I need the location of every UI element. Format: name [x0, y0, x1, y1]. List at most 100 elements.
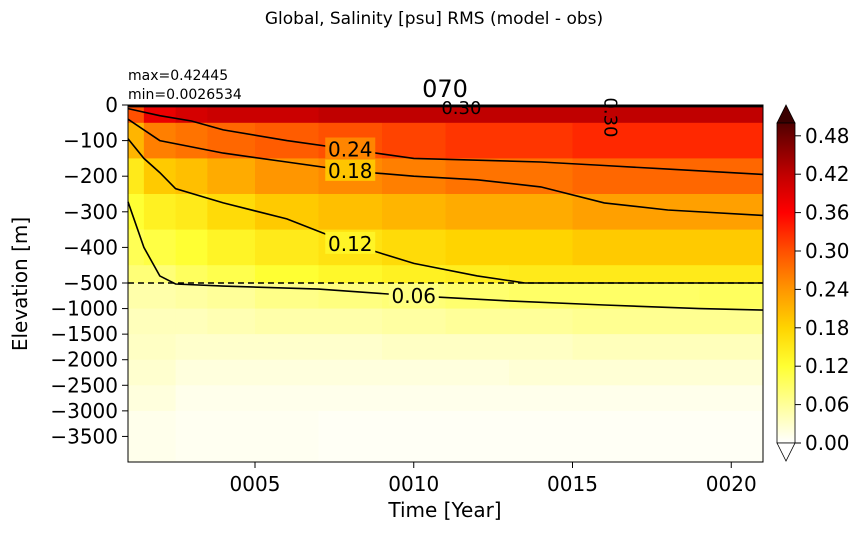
heatmap-cell	[255, 359, 319, 386]
heatmap-cell	[175, 122, 208, 159]
heatmap-cell	[382, 229, 446, 266]
stats-min-label: min=0.0026534	[128, 87, 242, 103]
y-tick-label: −2000	[50, 348, 118, 372]
heatmap-cell	[128, 385, 145, 412]
heatmap-cell	[128, 359, 145, 386]
colorbar-tick-label: 0.18	[805, 316, 850, 340]
heatmap-cell	[445, 334, 510, 361]
heatmap-cell	[445, 410, 510, 463]
heatmap-cell	[143, 194, 177, 231]
heatmap-cell	[207, 410, 256, 463]
heatmap-cell	[143, 283, 177, 310]
heatmap-cell	[128, 194, 145, 231]
heatmap-cell	[143, 410, 177, 463]
heatmap-cell	[207, 308, 256, 335]
heatmap-cell	[509, 410, 573, 463]
y-tick-label: −1000	[50, 297, 118, 321]
heatmap-cell	[255, 410, 319, 463]
x-axis-label: Time [Year]	[387, 498, 501, 522]
heatmap-cell	[175, 359, 208, 386]
x-axis-ticks: 0005 0010 0015 0020	[230, 462, 757, 496]
heatmap-cell	[143, 105, 177, 124]
heatmap-cell	[128, 410, 145, 463]
heatmap-cell	[572, 194, 637, 231]
heatmap-cell	[143, 359, 177, 386]
heatmap-cell	[207, 158, 256, 195]
heatmap-cell	[699, 229, 764, 266]
contour-label-0.06: 0.06	[391, 284, 436, 308]
heatmap-cell	[207, 105, 256, 124]
heatmap-cell	[175, 265, 208, 284]
colorbar-lower-extension	[776, 442, 796, 462]
heatmap-cell	[128, 265, 145, 284]
heatmap-cell	[318, 334, 383, 361]
heatmap-cell	[207, 359, 256, 386]
heatmap-cell	[636, 265, 700, 284]
heatmap-cell	[382, 194, 446, 231]
heatmap-cell	[128, 283, 145, 310]
heatmap-cell	[255, 229, 319, 266]
heatmap-cell	[318, 105, 383, 124]
y-tick-label: −200	[63, 164, 118, 188]
contour-label-vertical: 0.30	[599, 97, 620, 137]
heatmap-cell	[207, 229, 256, 266]
heatmap-cell	[572, 385, 637, 412]
heatmap-cell	[699, 265, 764, 284]
heatmap-cell	[175, 283, 208, 310]
heatmap-cell	[636, 229, 700, 266]
heatmap-cell	[509, 105, 573, 124]
heatmap-cell	[572, 359, 637, 386]
heatmap-cell	[318, 194, 383, 231]
heatmap-cell	[445, 308, 510, 335]
stats-max-label: max=0.42445	[128, 68, 228, 84]
heatmap-cell	[175, 105, 208, 124]
contour-label-bg	[325, 137, 376, 160]
x-tick-label: 0015	[547, 472, 598, 496]
heatmap-cell	[572, 105, 637, 124]
heatmap-cell	[636, 410, 700, 463]
heatmap-cell	[255, 334, 319, 361]
colorbar-tick-label: 0.36	[805, 201, 850, 225]
contour-line-0.24	[127, 107, 764, 176]
y-tick-label: 0	[105, 93, 118, 117]
heatmap-cell	[207, 265, 256, 284]
heatmap-cell	[509, 229, 573, 266]
heatmap-cell	[318, 410, 383, 463]
y-tick-label: −500	[63, 271, 118, 295]
heatmap-cell	[445, 265, 510, 284]
heatmap-cell	[143, 308, 177, 335]
colorbar-tick-label: 0.06	[805, 393, 850, 417]
heatmap-cell	[572, 410, 637, 463]
heatmap-cell	[699, 334, 764, 361]
contour-label-bg	[325, 158, 376, 181]
heatmap-cell	[636, 334, 700, 361]
y-tick-label: −100	[63, 129, 118, 153]
heatmap-cell	[445, 229, 510, 266]
colorbar	[776, 122, 796, 444]
heatmap-cell	[143, 334, 177, 361]
contour-line-0.18	[127, 118, 764, 217]
heatmap-cell	[509, 334, 573, 361]
heatmap-cell	[445, 385, 510, 412]
heatmap-cell	[128, 122, 145, 159]
heatmap-cell	[128, 334, 145, 361]
heatmap-cell	[445, 283, 510, 310]
heatmap-cell	[509, 265, 573, 284]
heatmap-cell	[572, 308, 637, 335]
heatmap-cell	[255, 385, 319, 412]
x-tick-label: 0020	[706, 472, 757, 496]
colorbar-tick-label: 0.30	[805, 239, 850, 263]
heatmap-cell	[382, 359, 446, 386]
heatmap-cell	[143, 385, 177, 412]
heatmap-cell	[509, 283, 573, 310]
heatmap-cell	[509, 308, 573, 335]
heatmap-cell	[318, 283, 383, 310]
heatmap-cell	[509, 122, 573, 159]
heatmap-cell	[128, 158, 145, 195]
heatmap-cell	[175, 158, 208, 195]
heatmap-cell	[128, 308, 145, 335]
colorbar-tick-label: 0.48	[805, 124, 850, 148]
heatmap-cell	[382, 105, 446, 124]
y-tick-label: −2500	[50, 373, 118, 397]
heatmap-cell	[382, 308, 446, 335]
